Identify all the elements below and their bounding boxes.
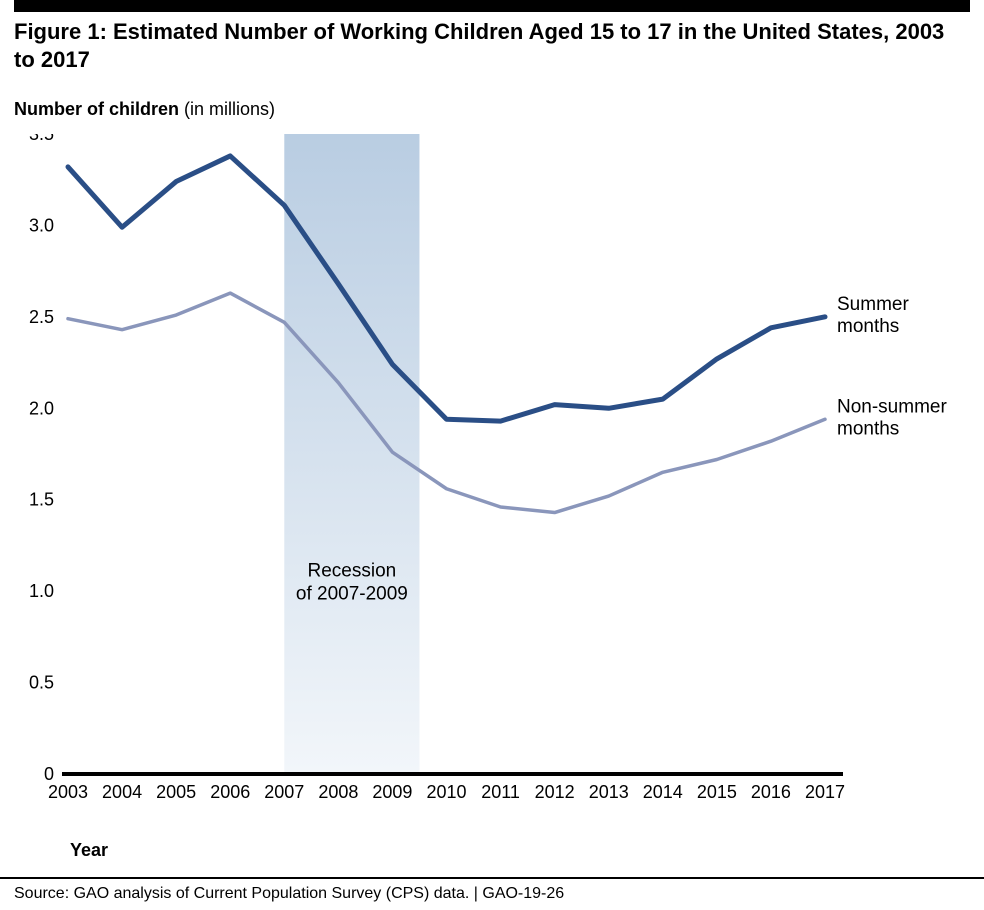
x-tick-label: 2004 [102, 782, 142, 802]
x-tick-label: 2009 [372, 782, 412, 802]
bottom-rule [0, 877, 984, 879]
x-tick-label: 2006 [210, 782, 250, 802]
series-line-non-summer-months [68, 293, 825, 512]
y-tick-label: 3.0 [29, 215, 54, 235]
x-tick-label: 2007 [264, 782, 304, 802]
chart-area: Recessionof 2007-2009 0 0.5 1.0 1.5 2.0 2.5 3.0… [14, 134, 970, 861]
x-tick-label: 2014 [643, 782, 683, 802]
series-label-line2: months [837, 316, 899, 337]
y-tick-label: 2.5 [29, 307, 54, 327]
y-axis-title: Number of children (in millions) [14, 99, 970, 120]
x-tick-label: 2017 [805, 782, 845, 802]
recession-shaded-region [284, 134, 419, 774]
x-tick-label: 2015 [697, 782, 737, 802]
y-tick-label: 3.5 [29, 134, 54, 144]
line-chart-svg: Recessionof 2007-2009 0 0.5 1.0 1.5 2.0 2.5 3.0… [14, 134, 970, 834]
y-axis-title-label: Number of children [14, 99, 179, 119]
y-tick-label: 0 [44, 764, 54, 784]
series-label-line2: months [837, 418, 899, 439]
y-axis-title-unit: (in millions) [179, 99, 275, 119]
series-label: Summer [837, 294, 909, 315]
x-tick-label: 2008 [318, 782, 358, 802]
series-label: Non-summer [837, 397, 947, 418]
figure-title: Figure 1: Estimated Number of Working Ch… [14, 18, 970, 73]
source-text: Source: GAO analysis of Current Populati… [14, 885, 970, 903]
y-tick-label: 1.0 [29, 581, 54, 601]
recession-annotation-line2: of 2007-2009 [296, 583, 408, 604]
y-tick-label: 0.5 [29, 673, 54, 693]
x-tick-label: 2010 [426, 782, 466, 802]
x-tick-label: 2013 [589, 782, 629, 802]
y-tick-label: 2.0 [29, 398, 54, 418]
x-tick-label: 2005 [156, 782, 196, 802]
x-tick-label: 2012 [535, 782, 575, 802]
x-tick-label: 2016 [751, 782, 791, 802]
series-line-summer-months [68, 156, 825, 421]
y-tick-label: 1.5 [29, 490, 54, 510]
x-tick-label: 2003 [48, 782, 88, 802]
x-axis-title: Year [70, 840, 970, 861]
recession-annotation: Recession [308, 561, 397, 582]
top-rule [14, 0, 970, 12]
x-tick-label: 2011 [481, 782, 520, 802]
